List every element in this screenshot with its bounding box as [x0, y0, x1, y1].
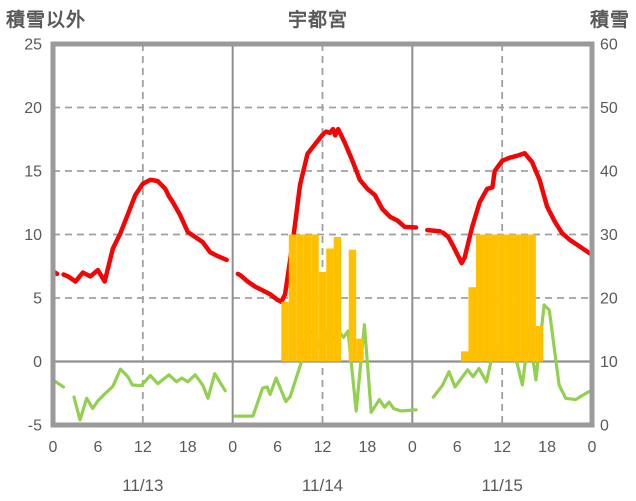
x-axis-tick-0: 0 — [49, 439, 58, 456]
right-axis-title: 積雪 — [589, 10, 630, 31]
chart-title: 宇都宮 — [287, 10, 348, 31]
red-line-segment-1 — [61, 177, 229, 284]
right-axis-tick-30: 30 — [600, 227, 618, 244]
x-axis-tick-9: 6 — [453, 439, 462, 456]
orange-bar-h34 — [303, 234, 312, 362]
red-line-segment-3 — [425, 227, 443, 234]
left-axis-tick-25: 25 — [24, 37, 42, 54]
date-label-11/15: 11/15 — [482, 476, 523, 495]
orange-bar-h41 — [356, 338, 364, 362]
right-axis-tick-20: 20 — [600, 291, 618, 308]
x-axis-tick-11: 18 — [538, 439, 556, 456]
orange-bar-h36 — [318, 271, 327, 362]
orange-bar-h56 — [468, 287, 476, 362]
right-axis-tick-10: 10 — [600, 354, 618, 371]
red-line-segment-4 — [440, 150, 595, 266]
orange-bar-h64 — [528, 234, 536, 362]
left-axis-title: 積雪以外 — [6, 10, 87, 31]
orange-bar-h37 — [326, 248, 334, 362]
date-label-11/13: 11/13 — [122, 476, 163, 495]
orange-bar-h32 — [288, 234, 297, 362]
x-axis-tick-5: 6 — [273, 439, 282, 456]
x-axis-tick-4: 0 — [228, 439, 237, 456]
orange-bar-h57 — [475, 234, 484, 362]
orange-bar-h55 — [460, 351, 469, 362]
orange-bar-h31 — [281, 301, 289, 362]
plot-border — [50, 41, 595, 428]
left-axis-tick-5: 5 — [33, 291, 42, 308]
orange-bar-h60 — [498, 234, 506, 362]
left-axis-tick-10: 10 — [24, 227, 42, 244]
red-line-segment-2 — [235, 126, 419, 305]
left-axis-tick-0: 0 — [33, 354, 42, 371]
orange-bar-h58 — [483, 234, 491, 362]
left-axis-tick-20: 20 — [24, 100, 42, 117]
orange-bar-h33 — [296, 234, 304, 362]
x-axis-tick-6: 12 — [314, 439, 332, 456]
green-line-segment-1 — [72, 367, 227, 422]
orange-bar-h59 — [490, 234, 499, 362]
left-axis-tick-15: 15 — [24, 164, 42, 181]
orange-bar-h62 — [513, 234, 521, 362]
right-axis-tick-40: 40 — [600, 164, 618, 181]
orange-bar-h35 — [311, 234, 319, 362]
right-axis-tick-60: 60 — [600, 37, 618, 54]
right-axis-tick-50: 50 — [600, 100, 618, 117]
x-axis-tick-1: 6 — [93, 439, 102, 456]
x-axis-tick-3: 18 — [179, 439, 197, 456]
right-axis-tick-0: 0 — [600, 418, 609, 435]
orange-bar-h40 — [348, 249, 357, 362]
orange-bar-h61 — [505, 234, 514, 362]
x-axis-tick-8: 0 — [408, 439, 417, 456]
orange-bar-h65 — [535, 325, 544, 362]
x-axis-tick-10: 12 — [493, 439, 511, 456]
x-axis-tick-7: 18 — [359, 439, 377, 456]
date-label-11/14: 11/14 — [302, 476, 343, 495]
orange-bar-h38 — [333, 237, 342, 362]
orange-bar-h63 — [520, 234, 529, 362]
x-axis-tick-2: 12 — [134, 439, 152, 456]
left-axis-tick--5: -5 — [28, 418, 42, 435]
x-axis-tick-12: 0 — [588, 439, 597, 456]
